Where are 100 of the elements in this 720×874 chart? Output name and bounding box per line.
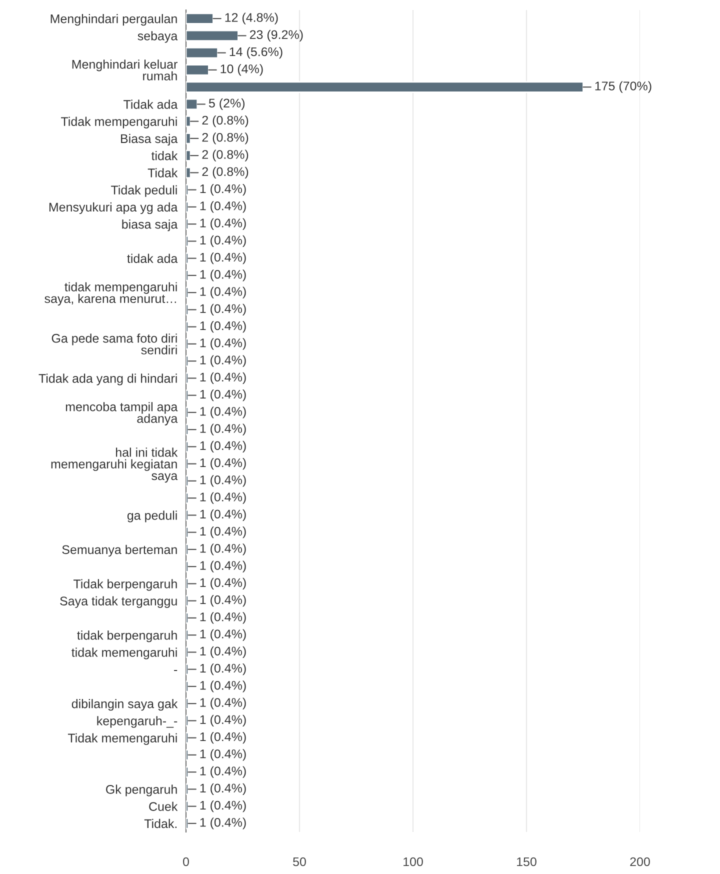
bar	[186, 612, 189, 624]
bar	[186, 818, 189, 830]
bar	[186, 526, 189, 538]
x-tick-label: 150	[517, 857, 536, 866]
y-tick-label: dibilangin saya gak	[72, 699, 178, 711]
bar	[186, 663, 189, 676]
y-tick-label: tidak	[151, 151, 178, 160]
data-label: 2 (0.8%)	[202, 132, 248, 144]
y-tick-label: Semuanya berteman	[62, 544, 177, 557]
data-label: 1 (0.4%)	[200, 578, 246, 590]
data-label: 12 (4.8%)	[225, 12, 278, 24]
y-tick-label: tidak ada	[127, 254, 178, 263]
data-label: 1 (0.4%)	[200, 286, 246, 298]
bar	[186, 304, 189, 316]
y-tick-label: Gk pengaruh	[106, 784, 177, 796]
bar	[186, 355, 189, 367]
bar	[186, 30, 239, 42]
y-tick-label: Biasa saja	[121, 134, 178, 146]
x-tick-label: 200	[630, 857, 650, 866]
bar	[186, 698, 189, 710]
data-label: 1 (0.4%)	[200, 475, 246, 487]
bar	[186, 646, 189, 658]
data-label: 1 (0.4%)	[200, 509, 246, 522]
bar	[186, 46, 218, 59]
bar	[186, 458, 189, 470]
data-label: 1 (0.4%)	[200, 355, 246, 367]
x-tick-label: 50	[293, 857, 306, 866]
y-tick-label: Tidak ada	[124, 100, 178, 109]
x-tick-label: 0	[183, 857, 189, 866]
bar	[186, 150, 192, 162]
bar	[186, 800, 189, 812]
y-tick-label: Tidak peduli	[111, 185, 177, 197]
bar	[186, 338, 189, 350]
bar	[186, 732, 189, 744]
data-label: 1 (0.4%)	[200, 800, 246, 812]
data-label: 1 (0.4%)	[200, 184, 246, 196]
y-tick-label: kepengaruh-_-	[97, 716, 178, 728]
data-label: 1 (0.4%)	[200, 458, 246, 470]
data-label: 2 (0.8%)	[202, 150, 248, 162]
data-label: 1 (0.4%)	[200, 698, 246, 710]
x-tick-label: 100	[404, 857, 423, 866]
y-tick-label: tidak memengaruhi	[72, 648, 177, 660]
y-tick-label: Menghindari pergaulan	[50, 14, 177, 26]
bar	[186, 424, 189, 436]
data-label: 2 (0.8%)	[202, 166, 248, 179]
data-label: 175 (70%)	[595, 81, 652, 93]
data-label: 1 (0.4%)	[200, 594, 246, 607]
data-label: 1 (0.4%)	[200, 440, 246, 453]
bar	[186, 578, 189, 590]
data-label: 1 (0.4%)	[200, 406, 246, 418]
bar	[186, 492, 189, 504]
data-label: 1 (0.4%)	[200, 612, 246, 624]
bar	[186, 286, 189, 298]
data-label: 1 (0.4%)	[200, 783, 246, 796]
bar	[186, 132, 192, 144]
data-label: 1 (0.4%)	[200, 766, 246, 778]
data-label: 1 (0.4%)	[200, 338, 246, 350]
data-label: 1 (0.4%)	[200, 201, 246, 213]
data-label: 5 (2%)	[208, 98, 244, 110]
bar	[186, 766, 189, 778]
bar	[186, 201, 189, 213]
data-label: 2 (0.8%)	[202, 115, 248, 128]
bar	[186, 235, 189, 248]
y-tick-label: ga peduli	[127, 510, 177, 522]
bar	[186, 440, 189, 453]
bar	[186, 372, 189, 384]
bar	[186, 560, 189, 572]
data-label: 1 (0.4%)	[200, 646, 246, 658]
y-tick-label: hal ini tidak memengaruhi kegiatan saya	[51, 448, 178, 483]
y-tick-label: Tidak ada yang di hindari	[38, 374, 177, 386]
bar	[186, 166, 192, 179]
bar	[186, 544, 189, 556]
data-label: 1 (0.4%)	[200, 304, 246, 316]
bar	[186, 475, 189, 487]
data-label: 1 (0.4%)	[200, 424, 246, 436]
data-label: 14 (5.6%)	[230, 46, 282, 59]
data-label: 1 (0.4%)	[200, 818, 246, 830]
data-label: 1 (0.4%)	[200, 252, 246, 264]
data-label: 1 (0.4%)	[200, 560, 246, 572]
y-tick-label: Ga pede sama foto diri sendiri	[52, 334, 177, 354]
data-label: 10 (4%)	[220, 64, 263, 76]
bar	[186, 252, 189, 264]
bar	[186, 783, 189, 796]
y-tick-label: Tidak	[148, 168, 178, 178]
y-tick-label: tidak mempengaruhi saya, karena menurut…	[44, 282, 177, 306]
bar	[186, 320, 189, 333]
y-tick-label: Cuek	[149, 802, 178, 811]
bar	[186, 629, 189, 641]
data-label: 1 (0.4%)	[200, 680, 246, 692]
data-label: 1 (0.4%)	[200, 218, 246, 230]
y-tick-label: Tidak memengaruhi	[68, 733, 177, 745]
y-tick-label: sebaya	[138, 31, 178, 43]
data-label: 1 (0.4%)	[200, 372, 246, 384]
bar	[186, 115, 192, 128]
y-tick-label: biasa saja	[122, 220, 178, 232]
bar	[186, 406, 189, 418]
data-label: 1 (0.4%)	[200, 492, 246, 504]
y-tick-label: Mensyukuri apa yg ada	[49, 202, 178, 214]
data-label: 1 (0.4%)	[200, 749, 246, 761]
bar	[186, 184, 189, 196]
